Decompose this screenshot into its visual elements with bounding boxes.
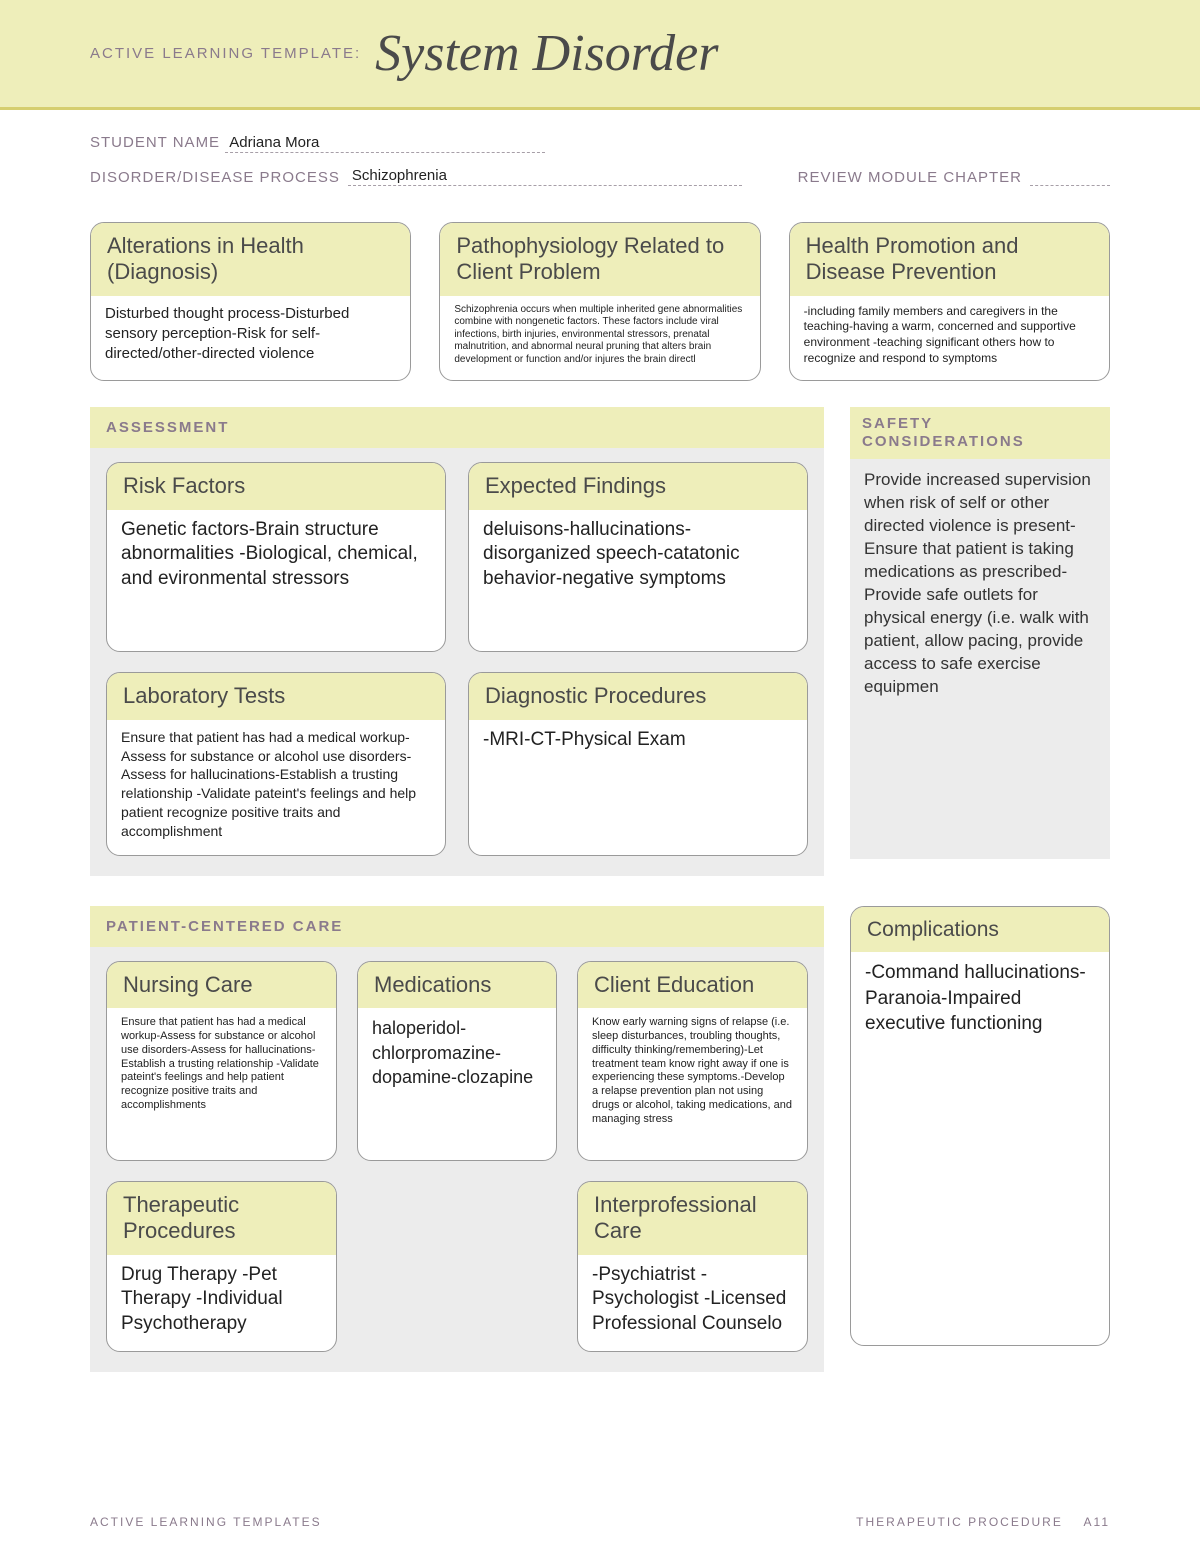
expected-card: Expected Findings deluisons-hallucinatio… <box>468 462 808 652</box>
disorder-label: DISORDER/DISEASE PROCESS <box>90 169 340 186</box>
diag-title: Diagnostic Procedures <box>469 673 807 719</box>
header-title: System Disorder <box>375 24 718 83</box>
edu-title: Client Education <box>578 962 807 1008</box>
nursing-card: Nursing Care Ensure that patient has had… <box>106 961 337 1161</box>
thera-body: Drug Therapy -Pet Therapy -Individual Ps… <box>107 1255 336 1351</box>
risk-body: Genetic factors-Brain structure abnormal… <box>107 510 445 652</box>
footer-right-label: THERAPEUTIC PROCEDURE <box>856 1515 1063 1529</box>
pcc-column: PATIENT-CENTERED CARE Nursing Care Ensur… <box>90 906 824 1372</box>
inter-title: Interprofessional Care <box>578 1182 807 1255</box>
assessment-safety-grid: ASSESSMENT Risk Factors Genetic factors-… <box>90 407 1110 876</box>
inter-body: -Psychiatrist -Psychologist -Licensed Pr… <box>578 1255 807 1351</box>
labs-title: Laboratory Tests <box>107 673 445 719</box>
edu-body: Know early warning signs of relapse (i.e… <box>578 1008 807 1160</box>
alterations-title: Alterations in Health (Diagnosis) <box>91 223 410 296</box>
patho-title: Pathophysiology Related to Client Proble… <box>440 223 759 296</box>
footer-left: ACTIVE LEARNING TEMPLATES <box>90 1515 322 1529</box>
promo-body: -including family members and caregivers… <box>790 296 1109 381</box>
expected-body: deluisons-hallucinations-disorganized sp… <box>469 510 807 652</box>
top-cards-row: Alterations in Health (Diagnosis) Distur… <box>90 222 1110 381</box>
expected-title: Expected Findings <box>469 463 807 509</box>
student-name-label: STUDENT NAME <box>90 134 220 151</box>
promo-card: Health Promotion and Disease Prevention … <box>789 222 1110 381</box>
patho-body: Schizophrenia occurs when multiple inher… <box>440 296 759 381</box>
labs-body: Ensure that patient has had a medical wo… <box>107 720 445 855</box>
assessment-label: ASSESSMENT <box>90 407 824 448</box>
meds-body: haloperidol-chlorpromazine-dopamine-cloz… <box>358 1008 556 1160</box>
footer: ACTIVE LEARNING TEMPLATES THERAPEUTIC PR… <box>90 1515 1110 1529</box>
assessment-column: ASSESSMENT Risk Factors Genetic factors-… <box>90 407 824 876</box>
pcc-complications-grid: PATIENT-CENTERED CARE Nursing Care Ensur… <box>90 906 1110 1372</box>
labs-card: Laboratory Tests Ensure that patient has… <box>106 672 446 856</box>
pcc-row-1: Nursing Care Ensure that patient has had… <box>106 961 808 1161</box>
edu-card: Client Education Know early warning sign… <box>577 961 808 1161</box>
alterations-card: Alterations in Health (Diagnosis) Distur… <box>90 222 411 381</box>
nursing-body: Ensure that patient has had a medical wo… <box>107 1008 336 1160</box>
risk-title: Risk Factors <box>107 463 445 509</box>
header-band: ACTIVE LEARNING TEMPLATE: System Disorde… <box>0 0 1200 110</box>
content-area: STUDENT NAME Adriana Mora DISORDER/DISEA… <box>0 110 1200 1372</box>
footer-right: THERAPEUTIC PROCEDURE A11 <box>856 1515 1110 1529</box>
page: ACTIVE LEARNING TEMPLATE: System Disorde… <box>0 0 1200 1553</box>
nursing-title: Nursing Care <box>107 962 336 1008</box>
complications-body: -Command hallucinations-Paranoia-Impaire… <box>851 952 1109 1345</box>
thera-card: Therapeutic Procedures Drug Therapy -Pet… <box>106 1181 337 1352</box>
disorder-value: Schizophrenia <box>348 167 742 186</box>
safety-column: SAFETY CONSIDERATIONS Provide increased … <box>850 407 1110 876</box>
promo-title: Health Promotion and Disease Prevention <box>790 223 1109 296</box>
pcc-row-2: Therapeutic Procedures Drug Therapy -Pet… <box>106 1181 808 1352</box>
inter-card: Interprofessional Care -Psychiatrist -Ps… <box>577 1181 808 1352</box>
review-label: REVIEW MODULE CHAPTER <box>798 169 1022 186</box>
complications-title: Complications <box>851 907 1109 952</box>
assessment-panel: Risk Factors Genetic factors-Brain struc… <box>90 448 824 876</box>
complications-card: Complications -Command hallucinations-Pa… <box>850 906 1110 1346</box>
pcc-panel: Nursing Care Ensure that patient has had… <box>90 947 824 1372</box>
header-prefix: ACTIVE LEARNING TEMPLATE: <box>90 45 361 62</box>
review-blank <box>1030 172 1110 186</box>
pcc-label: PATIENT-CENTERED CARE <box>90 906 824 947</box>
student-name-value: Adriana Mora <box>225 134 545 153</box>
risk-card: Risk Factors Genetic factors-Brain struc… <box>106 462 446 652</box>
complications-column: Complications -Command hallucinations-Pa… <box>850 906 1110 1372</box>
thera-title: Therapeutic Procedures <box>107 1182 336 1255</box>
alterations-body: Disturbed thought process-Disturbed sens… <box>91 296 410 381</box>
diag-card: Diagnostic Procedures -MRI-CT-Physical E… <box>468 672 808 856</box>
diag-body: -MRI-CT-Physical Exam <box>469 720 807 855</box>
footer-page: A11 <box>1084 1515 1110 1529</box>
safety-label: SAFETY CONSIDERATIONS <box>850 407 1110 459</box>
meds-card: Medications haloperidol-chlorpromazine-d… <box>357 961 557 1161</box>
patho-card: Pathophysiology Related to Client Proble… <box>439 222 760 381</box>
assessment-grid: Risk Factors Genetic factors-Brain struc… <box>106 462 808 856</box>
disorder-row: DISORDER/DISEASE PROCESS Schizophrenia R… <box>90 167 1110 186</box>
student-name-row: STUDENT NAME Adriana Mora <box>90 134 1110 153</box>
meds-title: Medications <box>358 962 556 1008</box>
safety-body: Provide increased supervision when risk … <box>850 459 1110 859</box>
